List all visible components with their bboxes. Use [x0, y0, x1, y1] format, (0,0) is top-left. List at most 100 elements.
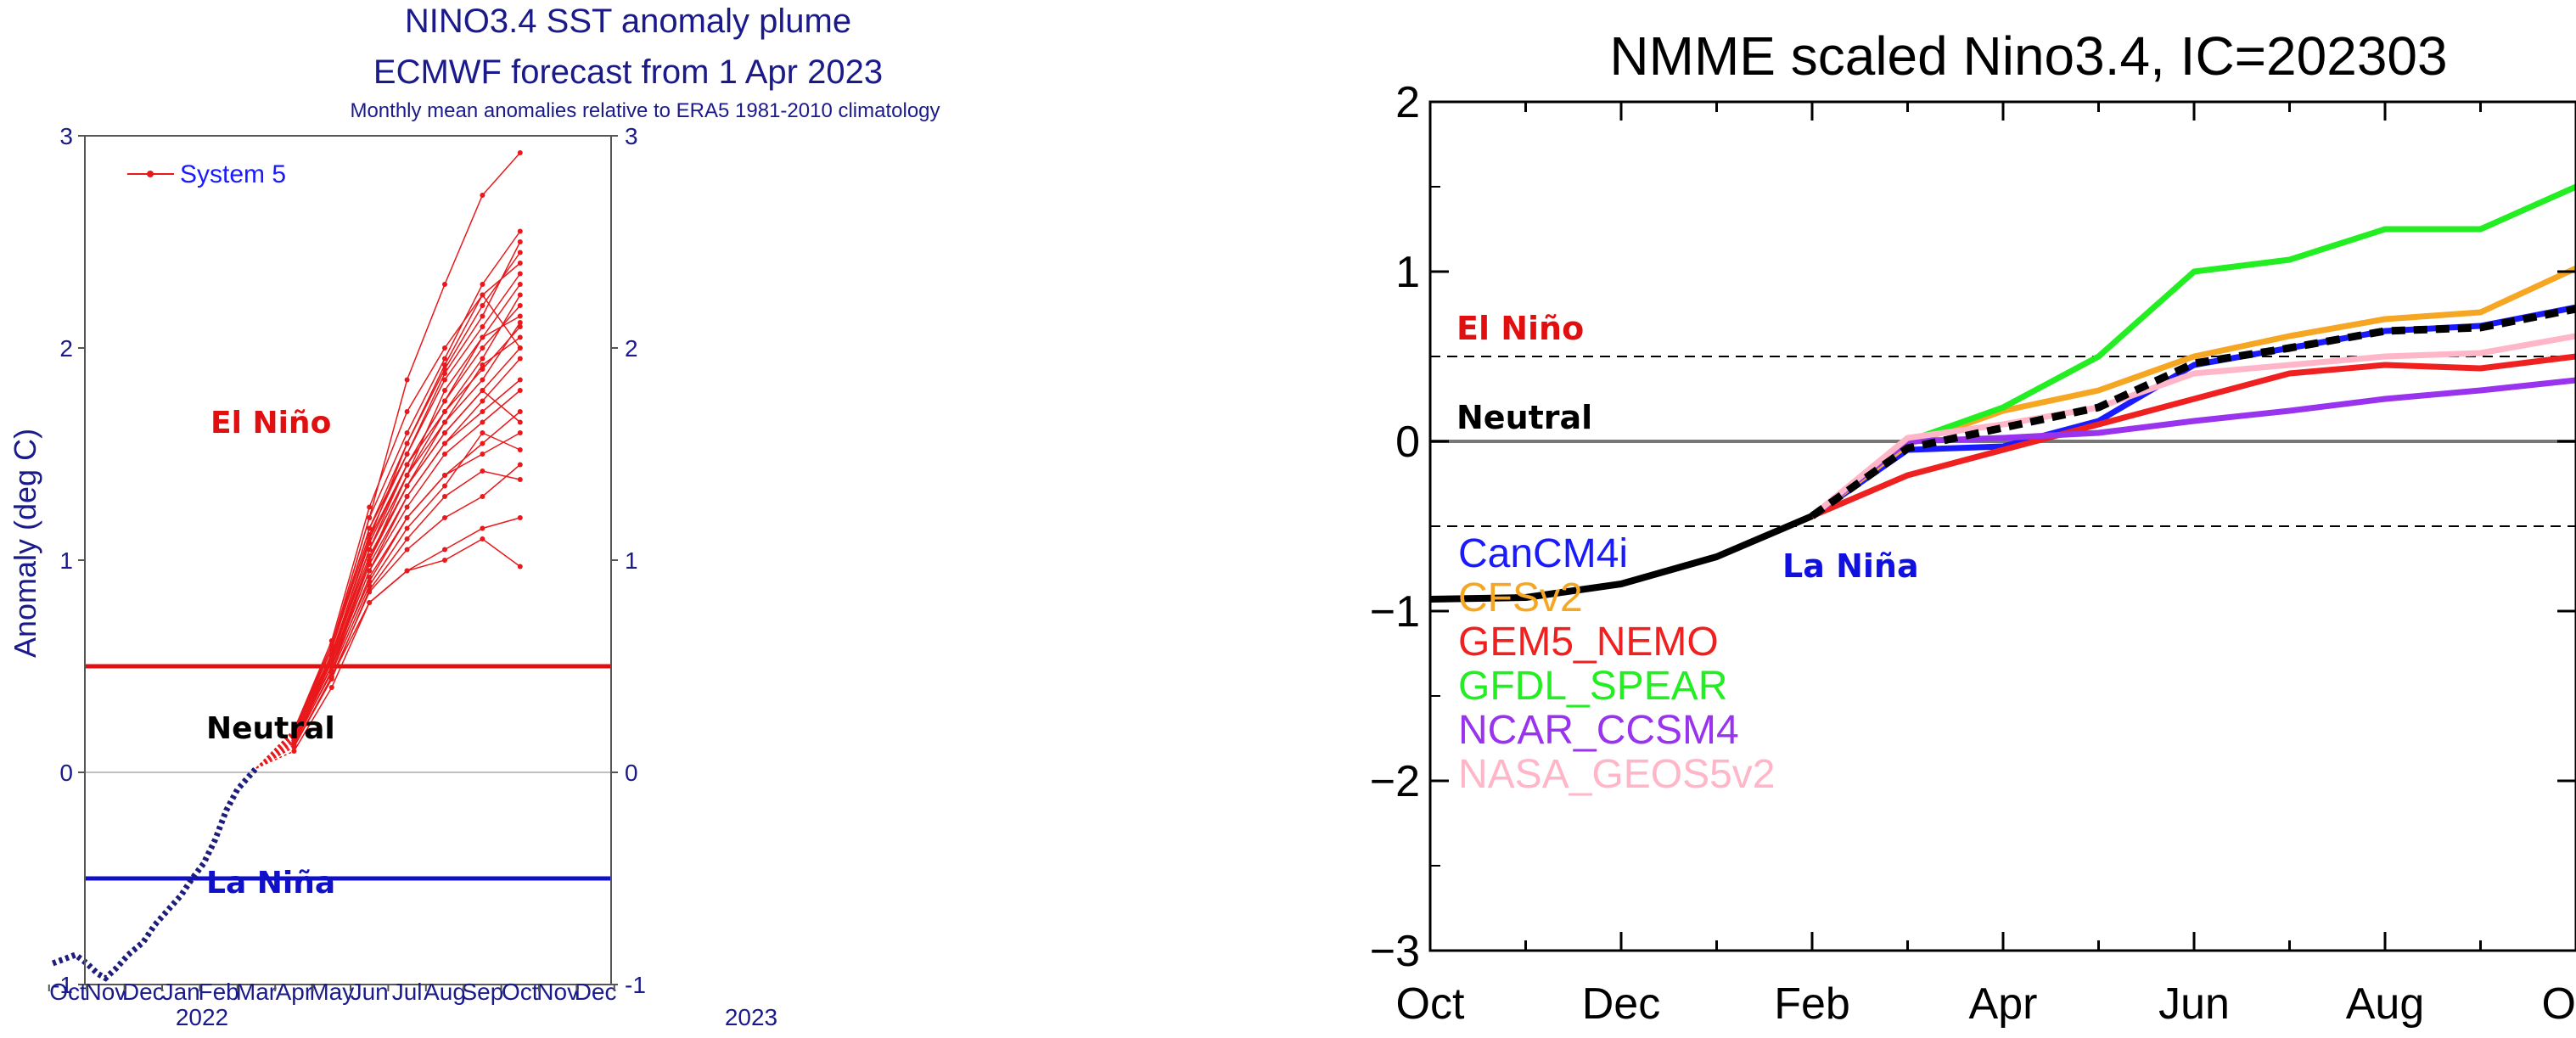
- right-grid: [1430, 356, 2576, 527]
- plume-member-point: [404, 515, 410, 520]
- plume-member-point: [517, 345, 523, 351]
- right-ytick-label: −2: [1370, 757, 1420, 806]
- right-la-nina-label: La Niña: [1782, 547, 1919, 585]
- plume-member-point: [367, 575, 373, 580]
- plume-member-point: [328, 638, 334, 643]
- plume-member-point: [404, 452, 410, 457]
- plume-member-point: [480, 362, 485, 368]
- plume-member-point: [517, 261, 523, 266]
- plume-member-point: [480, 409, 485, 414]
- plume-member-point: [367, 587, 373, 592]
- plume-member-point: [517, 419, 523, 425]
- plume-member-point: [404, 473, 410, 478]
- plume-member-point: [517, 150, 523, 155]
- plume-member-point: [517, 356, 523, 362]
- plume-member-point: [517, 477, 523, 482]
- plume-member-point: [404, 377, 410, 383]
- model-line-gem5_nemo: [1810, 353, 2576, 519]
- right-ytick-label: −1: [1370, 587, 1420, 637]
- left-plot-frame: [84, 135, 612, 985]
- right-xtick-label: Oct: [1396, 979, 1465, 1029]
- plume-member-point: [442, 473, 447, 478]
- plume-member-point: [404, 440, 410, 446]
- left-legend-marker: [147, 171, 154, 177]
- left-xtick-label: May: [309, 979, 354, 1005]
- plume-member-point: [328, 685, 334, 690]
- left-xtick-label: Nov: [536, 979, 579, 1005]
- left-xtick-label: Aug: [424, 979, 466, 1005]
- plume-member-first-segment: [255, 729, 295, 769]
- plume-member-point: [480, 388, 485, 393]
- plume-member-point: [404, 430, 410, 435]
- plume-member-point: [480, 334, 485, 340]
- plume-member-point: [517, 250, 523, 255]
- plume-member-point: [291, 744, 297, 749]
- left-note: Monthly mean anomalies relative to ERA5 …: [350, 99, 940, 122]
- plume-member-point: [291, 729, 297, 735]
- ecmwf-plume-panel: NINO3.4 SST anomaly plume ECMWF forecast…: [0, 0, 1273, 1038]
- right-side-ytick-label: 0: [625, 760, 638, 786]
- right-side-ytick-label: -1: [625, 972, 646, 998]
- plume-member-point: [367, 515, 373, 520]
- model-line-cancm4i: [1810, 304, 2576, 519]
- plume-member-point: [517, 303, 523, 308]
- legend-item-cancm4i: CanCM4i: [1458, 531, 1628, 576]
- plume-member-point: [480, 303, 485, 308]
- model-line-ncar_ccsm4: [1810, 377, 2576, 519]
- left-xtick-label: Oct: [502, 979, 539, 1005]
- plume-member-point: [404, 547, 410, 553]
- plume-member-point: [442, 398, 447, 404]
- left-plume-lines: [51, 150, 523, 982]
- right-neutral-label: Neutral: [1456, 399, 1592, 436]
- plume-member-point: [517, 313, 523, 319]
- right-xtick-label: Apr: [1969, 979, 2038, 1029]
- plume-member-point: [328, 676, 334, 682]
- plume-member-point: [328, 659, 334, 665]
- left-xtick-label: Nov: [85, 979, 127, 1005]
- plume-member-point: [517, 564, 523, 569]
- plume-member-point: [480, 430, 485, 435]
- plume-member-point: [442, 494, 447, 499]
- nmme-panel: NMME scaled Nino3.4, IC=202303 2 1 0 −1 −2 −3…: [1273, 0, 2576, 1038]
- plume-member-first-segment: [255, 746, 295, 769]
- model-line-nasa_geos5v2: [1810, 333, 2576, 519]
- right-xtick-label: Feb: [1774, 979, 1850, 1029]
- right-el-nino-label: El Niño: [1456, 310, 1584, 347]
- plume-member-point: [480, 345, 485, 351]
- plume-member-point: [480, 419, 485, 425]
- plume-member-point: [442, 558, 447, 563]
- legend-item-gfdl_spear: GFDL_SPEAR: [1458, 664, 1727, 709]
- plume-member-point: [480, 313, 485, 319]
- right-model-lines: [1429, 183, 2576, 603]
- plume-member-point: [404, 494, 410, 499]
- right-xtick-label: Aug: [2346, 979, 2425, 1029]
- plume-member-point: [517, 292, 523, 298]
- plume-member-point: [480, 440, 485, 446]
- left-xtick-label: Feb: [198, 979, 239, 1005]
- plume-member-point: [480, 193, 485, 198]
- plume-member-point: [517, 462, 523, 468]
- plume-member-point: [328, 647, 334, 652]
- right-side-ytick-label: 1: [625, 547, 638, 574]
- left-ytick-label: 0: [59, 760, 73, 786]
- plume-member-point: [517, 388, 523, 393]
- observed-anomaly-line: [51, 766, 259, 982]
- right-legend: CanCM4iCFSv2GEM5_NEMOGFDL_SPEARNCAR_CCSM…: [1458, 531, 1776, 797]
- plume-member-point: [480, 292, 485, 298]
- right-xtick-label: Oct: [2542, 979, 2576, 1029]
- plume-member-point: [442, 440, 447, 446]
- plume-member-point: [442, 452, 447, 457]
- plume-member-point: [480, 452, 485, 457]
- plume-member-point: [480, 536, 485, 541]
- plume-member-point: [517, 430, 523, 435]
- plume-member-first-segment: [255, 735, 295, 769]
- plume-member-point: [517, 377, 523, 383]
- left-title: NINO3.4 SST anomaly plume: [405, 3, 851, 40]
- right-xtick-label: Dec: [1582, 979, 1660, 1029]
- plume-member-point: [480, 377, 485, 383]
- plume-member-point: [404, 409, 410, 414]
- plume-member-point: [442, 362, 447, 368]
- plume-member-point: [480, 282, 485, 287]
- plume-member-point: [442, 371, 447, 376]
- observed-anomaly-line: [1429, 513, 1814, 603]
